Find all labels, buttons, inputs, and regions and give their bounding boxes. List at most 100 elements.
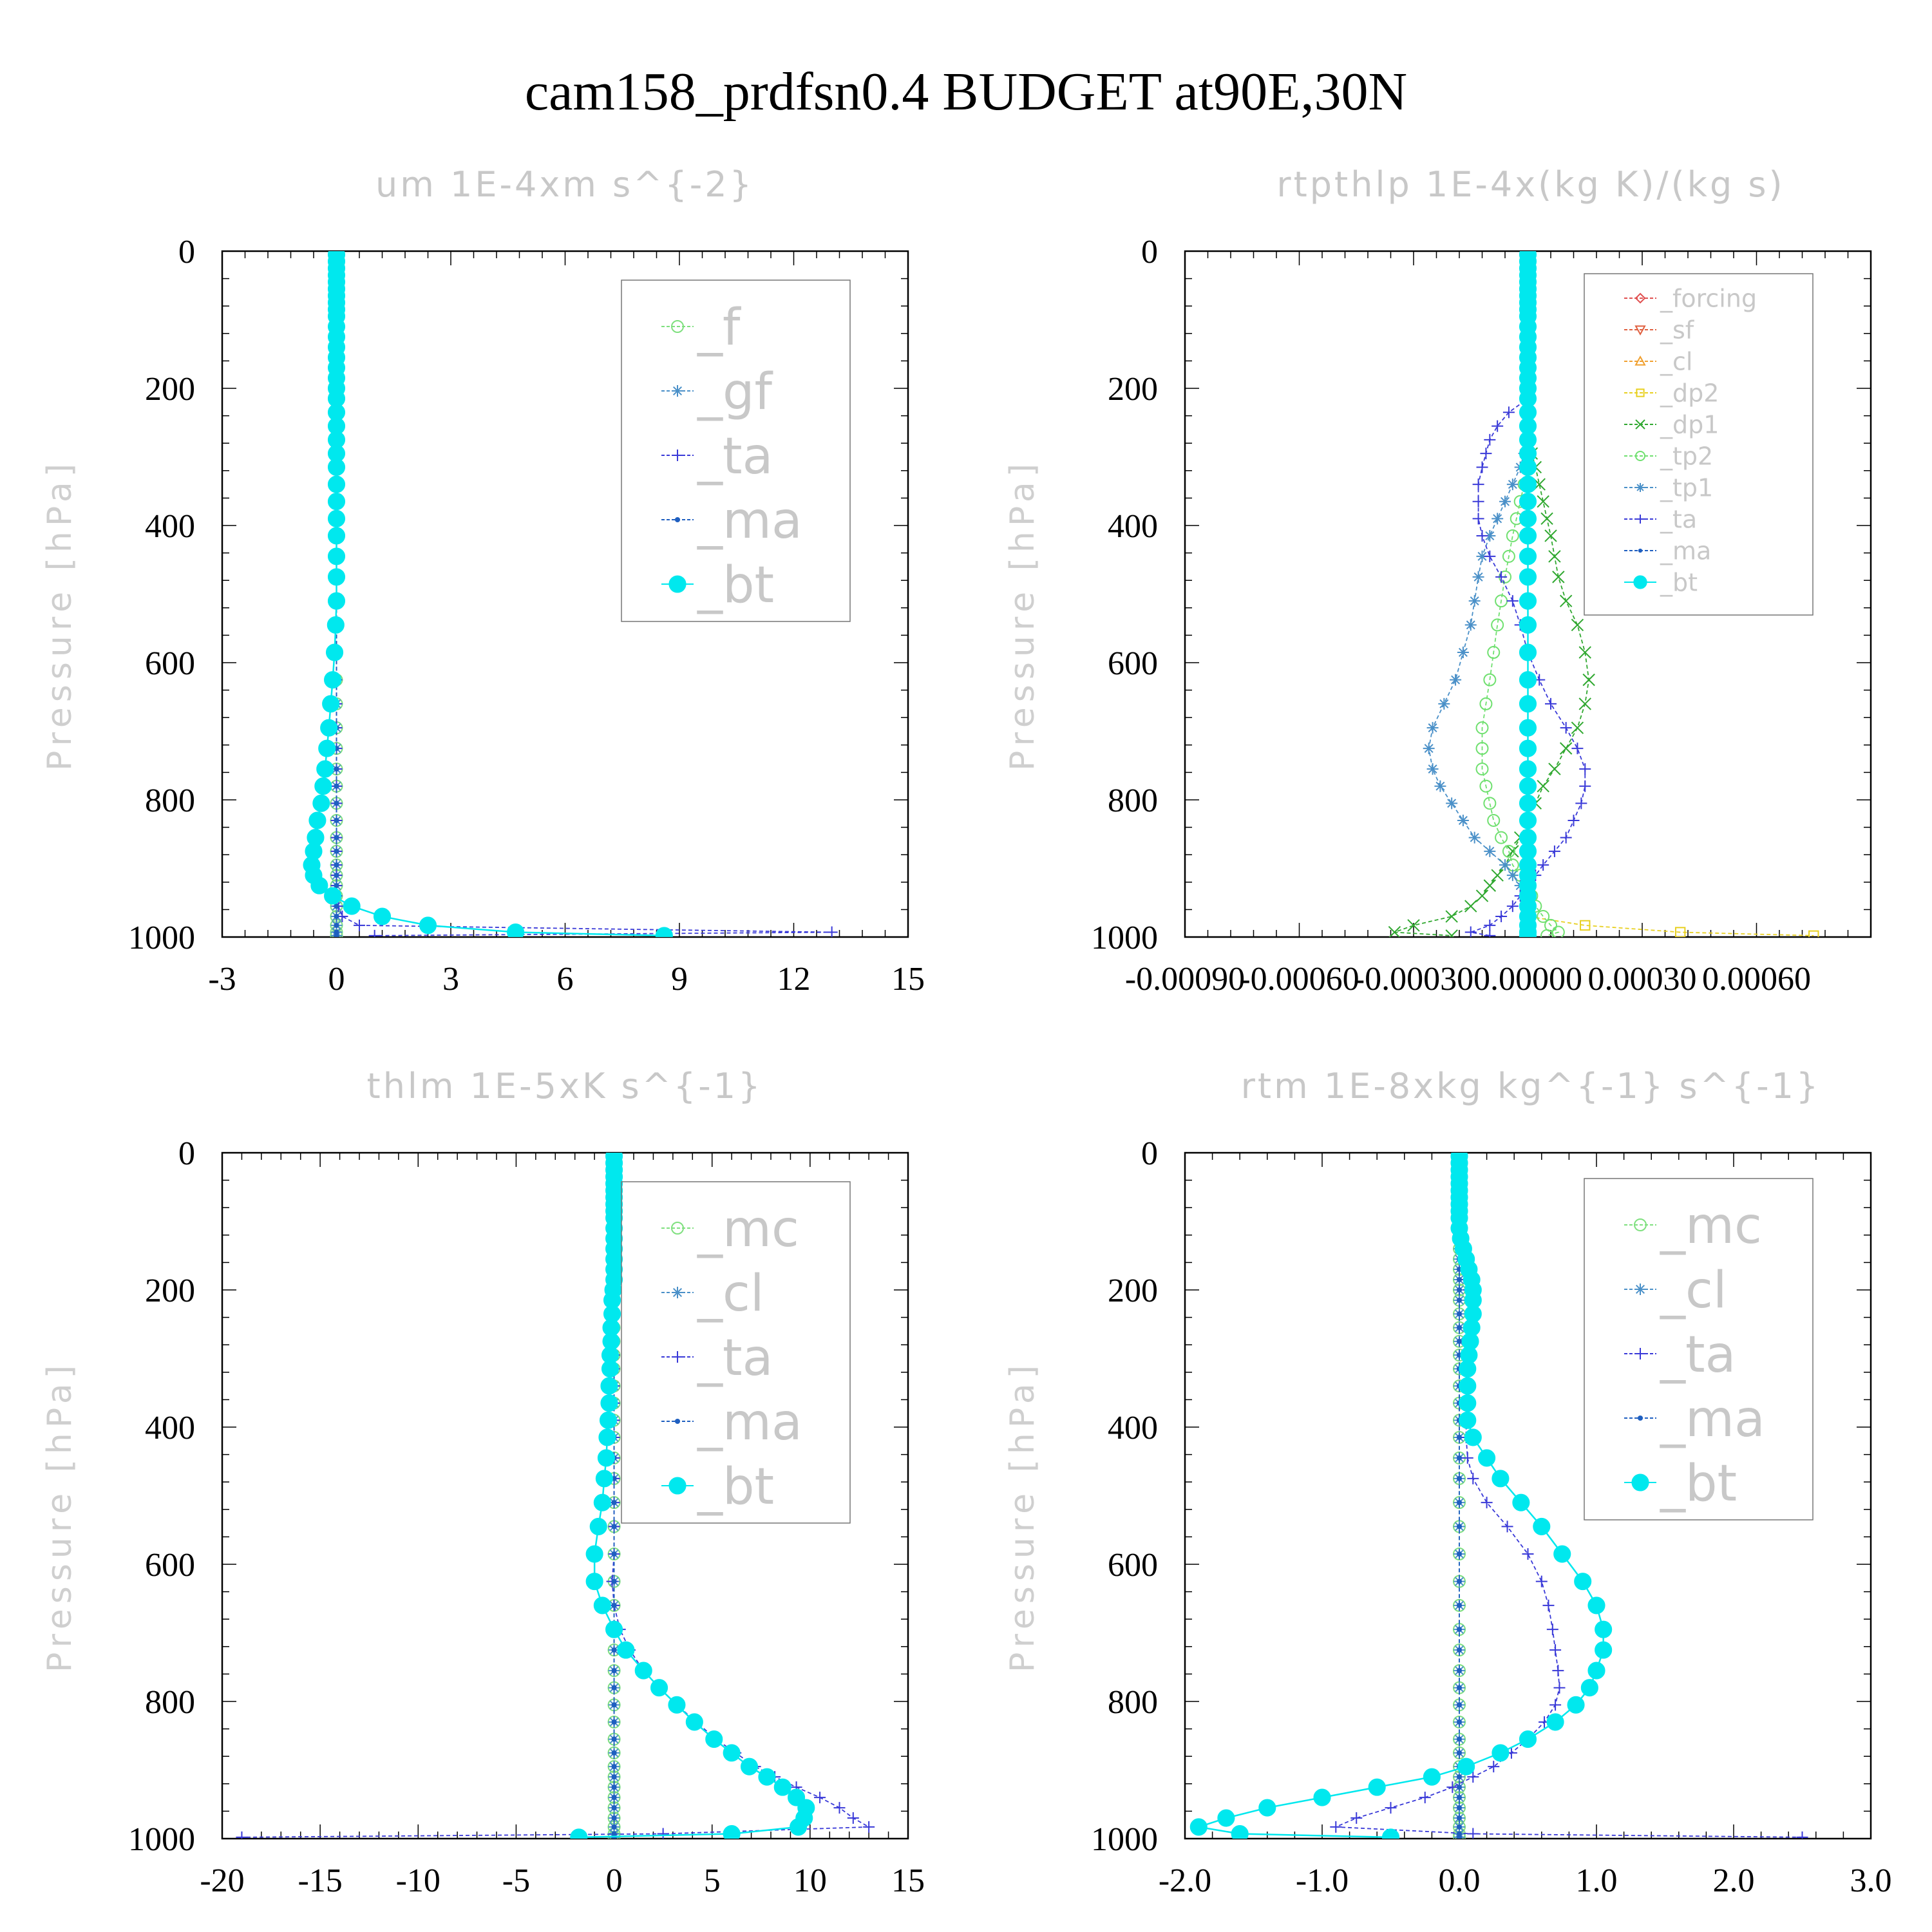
data-point — [1480, 448, 1492, 460]
panel-4: rtm 1E-8xkg kg^{-1} s^{-1} Pressure [hPa]… — [1003, 1066, 1892, 1899]
data-point — [826, 926, 838, 937]
data-point — [310, 876, 328, 895]
y-tick-label: 600 — [1108, 645, 1158, 682]
data-point — [1456, 1815, 1463, 1821]
y-tick-label: 600 — [145, 1547, 195, 1584]
data-point — [1484, 550, 1496, 562]
y-tick-label: 200 — [1108, 1273, 1158, 1309]
y-tick-label: 0 — [178, 1135, 195, 1172]
data-point — [773, 1778, 791, 1796]
data-point — [1472, 571, 1484, 583]
x-tick-label: 3 — [442, 961, 459, 998]
legend-entry: _cl — [661, 1265, 764, 1323]
data-point — [597, 1449, 615, 1467]
data-point — [354, 919, 365, 931]
data-point — [1459, 1359, 1477, 1378]
data-point — [668, 1696, 686, 1714]
data-point — [611, 1774, 617, 1780]
legend-marker — [1636, 388, 1645, 397]
data-point — [611, 1785, 617, 1790]
y-tick-label: 200 — [145, 371, 195, 408]
data-point — [1456, 1785, 1463, 1790]
legend-label: _ta — [697, 1329, 773, 1387]
data-point — [322, 695, 340, 713]
data-point — [1481, 1497, 1493, 1509]
data-point — [1457, 814, 1469, 826]
data-point — [1456, 1824, 1463, 1830]
legend-marker — [672, 385, 683, 397]
data-point — [334, 933, 339, 937]
legend-entry: _ta — [661, 428, 773, 486]
legend-marker — [1634, 355, 1646, 366]
legend-box — [621, 1181, 851, 1524]
data-point — [1484, 433, 1496, 446]
data-point — [1407, 919, 1420, 932]
data-point — [650, 1679, 668, 1697]
data-point — [1595, 1641, 1613, 1659]
data-point — [1519, 671, 1537, 689]
legend-marker — [1638, 548, 1643, 553]
data-point — [334, 766, 339, 772]
figure-title: cam158_prdfsn0.4 BUDGET at90E,30N — [525, 62, 1407, 122]
data-point — [1552, 1665, 1564, 1677]
y-tick-label: 800 — [1108, 1684, 1158, 1721]
data-point — [1519, 458, 1537, 477]
data-point — [327, 547, 346, 565]
plot-frame — [221, 1151, 909, 1840]
legend-entry: _ma — [1624, 1390, 1765, 1448]
legend-marker — [1636, 515, 1645, 524]
data-point — [1456, 1338, 1463, 1344]
data-point — [611, 1578, 617, 1584]
data-point — [1796, 1831, 1808, 1839]
data-point — [1519, 527, 1537, 545]
data-point — [1548, 550, 1561, 563]
data-point — [1492, 513, 1504, 525]
data-point — [1571, 743, 1584, 755]
data-point — [1419, 1792, 1431, 1804]
data-point — [1258, 1799, 1276, 1817]
data-point — [1506, 595, 1519, 607]
data-point — [611, 1602, 617, 1608]
data-point — [1438, 697, 1450, 710]
y-axis-label: Pressure [hPa] — [41, 459, 79, 771]
legend-label: _gf — [697, 363, 773, 421]
tick-marks — [1184, 251, 1871, 938]
data-point — [334, 848, 339, 854]
data-point — [599, 1411, 617, 1429]
y-tick-label: 800 — [145, 1684, 195, 1721]
data-point — [723, 1824, 741, 1839]
data-point — [1445, 910, 1458, 923]
legend-marker — [1637, 1415, 1643, 1421]
data-point — [1459, 1411, 1477, 1429]
data-point — [324, 671, 342, 689]
data-point — [598, 1428, 616, 1446]
legend-marker — [1634, 1218, 1647, 1231]
data-point — [1519, 509, 1537, 527]
data-point — [1571, 618, 1584, 632]
data-point — [1537, 779, 1549, 793]
data-point — [593, 1596, 611, 1615]
legend-entry: _tp2 — [1624, 442, 1713, 471]
data-point — [1476, 529, 1488, 542]
data-point — [705, 1730, 723, 1748]
data-point — [1552, 571, 1565, 583]
data-point — [1456, 1311, 1463, 1317]
legend-entry: _f — [661, 299, 741, 357]
data-point — [1464, 926, 1477, 937]
data-point — [334, 862, 339, 868]
data-point — [1456, 1668, 1463, 1674]
data-point — [1459, 1377, 1477, 1395]
data-point — [1492, 1744, 1510, 1762]
legend-entry: _bt — [1624, 1455, 1737, 1513]
data-point — [617, 1641, 635, 1659]
data-point — [863, 1821, 875, 1833]
y-tick-label: 400 — [145, 508, 195, 545]
plot-area — [236, 1153, 875, 1839]
x-tick-label: 15 — [891, 1862, 925, 1899]
data-point — [1506, 845, 1519, 858]
data-point — [847, 1812, 859, 1824]
data-point — [1495, 571, 1508, 583]
data-point — [605, 1620, 623, 1638]
data-point — [1502, 406, 1515, 419]
legend-marker — [1635, 419, 1645, 430]
